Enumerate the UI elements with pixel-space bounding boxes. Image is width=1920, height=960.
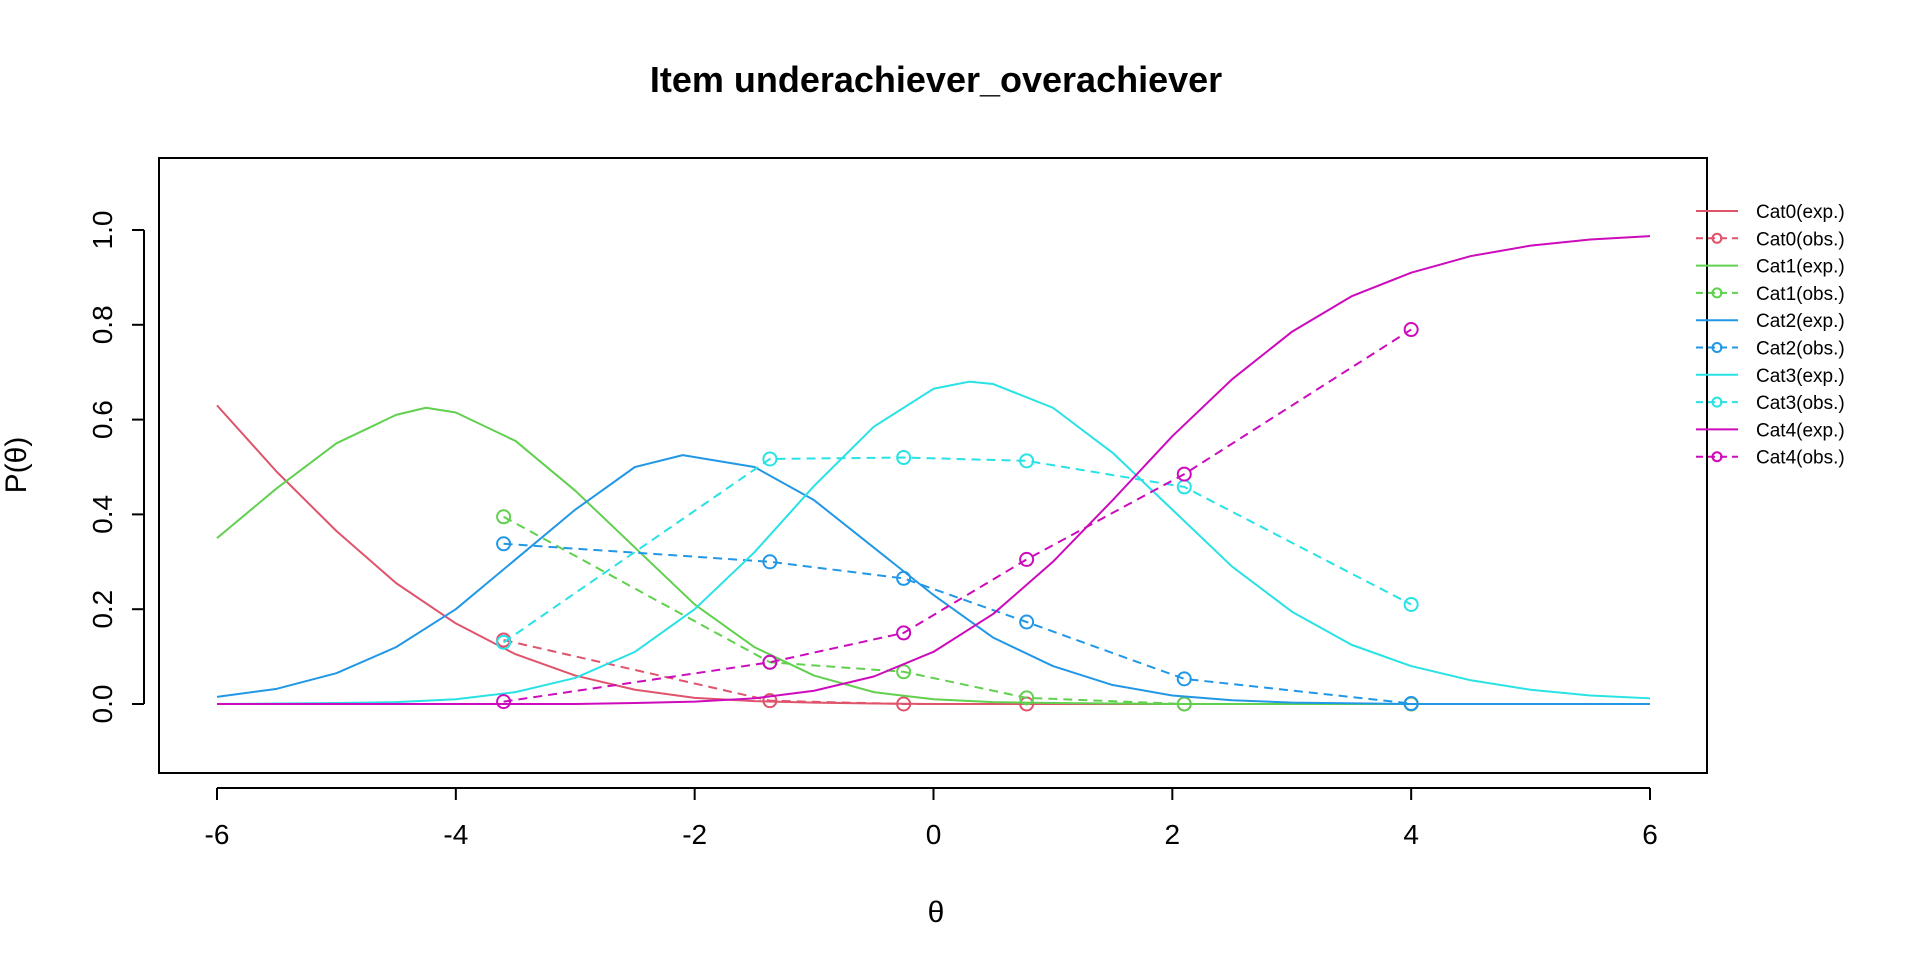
legend-marker [1711,396,1723,408]
plot-frame [158,157,1708,774]
series-line [216,404,1650,705]
x-tick-label: 4 [1403,819,1419,850]
data-point [762,451,778,467]
data-point [1403,696,1419,712]
series-cat0-obs [496,632,1419,712]
legend-item: Cat1(obs.) [1696,284,1845,305]
legend-item: Cat2(obs.) [1696,339,1845,360]
data-point [1019,453,1035,469]
data-point [496,536,512,552]
data-point [762,554,778,570]
data-point [896,625,912,641]
series-cat2-exp [216,454,1650,705]
series-cat3-obs [496,450,1419,650]
y-tick-label: 0.4 [87,495,118,534]
data-point [1019,551,1035,567]
series-cat3-exp [216,380,1651,705]
data-point [496,509,512,525]
legend-label: Cat1(obs.) [1756,284,1845,305]
series-line [503,542,1412,705]
y-tick-label: 0.6 [87,400,118,439]
x-tick-label: -2 [682,819,707,850]
series-line [217,235,1651,705]
legend-item: Cat3(obs.) [1696,393,1845,414]
data-point [1176,696,1192,712]
x-tick-label: 2 [1165,819,1181,850]
data-point [1019,614,1035,630]
data-point [896,664,912,680]
series-line [216,454,1650,705]
legend-label: Cat2(obs.) [1756,339,1845,360]
legend-label: Cat0(obs.) [1756,229,1845,250]
x-tick-label: -4 [443,819,468,850]
y-tick-label: 0.2 [87,590,118,629]
legend-item: Cat0(exp.) [1696,202,1845,223]
data-point [762,693,778,709]
y-axis: 0.0 0.2 0.4 0.6 0.8 1.0 [87,211,145,724]
series-cat1-exp [216,406,1650,705]
legend-label: Cat4(exp.) [1756,420,1845,441]
legend-label: Cat1(exp.) [1756,257,1845,278]
series-line [216,406,1650,705]
legend: Cat0(exp.) Cat0(obs.) Cat1(exp.) Cat1(obs.)… [1696,202,1845,469]
series-line [503,328,1412,703]
x-axis-label: θ [928,896,945,929]
x-axis: -6 -4 -2 0 2 4 6 [205,787,1658,850]
legend-marker [1711,287,1723,299]
y-tick-label: 0.8 [87,305,118,344]
series-line [503,515,1412,705]
data-point [896,450,912,466]
legend-label: Cat0(exp.) [1756,202,1845,223]
series-cat4-exp [217,235,1651,705]
legend-item: Cat0(obs.) [1696,229,1845,250]
legend-label: Cat3(obs.) [1756,393,1845,414]
data-point [496,634,512,650]
data-point [762,654,778,670]
y-tick-label: 0.0 [87,685,118,724]
series-cat4-obs [496,322,1419,710]
series-line [216,380,1651,705]
data-point [1403,322,1419,338]
legend-item: Cat4(exp.) [1696,420,1845,441]
y-tick-label: 1.0 [87,211,118,250]
legend-label: Cat2(exp.) [1756,311,1845,332]
data-point [1176,466,1192,482]
x-tick-label: -6 [205,819,230,850]
data-point [1403,596,1419,612]
legend-item: Cat1(exp.) [1696,257,1845,278]
series-cat0-exp [216,404,1650,705]
legend-label: Cat4(obs.) [1756,448,1845,469]
x-tick-label: 0 [926,819,942,850]
legend-item: Cat4(obs.) [1696,448,1845,469]
data-point [496,694,512,710]
legend-marker [1711,342,1723,353]
legend-marker [1711,451,1723,463]
plot-area [216,235,1651,712]
series-line [503,456,1412,644]
data-point [896,570,912,586]
legend-item: Cat2(exp.) [1696,311,1845,332]
series-cat2-obs [496,536,1419,712]
y-axis-label: P(θ) [0,437,33,494]
series-cat1-obs [496,509,1419,712]
chart-title: Item underachiever_overachiever [650,59,1222,100]
legend-item: Cat3(exp.) [1696,366,1845,387]
x-tick-label: 6 [1642,819,1658,850]
data-point [1019,690,1035,706]
data-point [896,696,912,712]
data-point [1176,671,1192,687]
legend-marker [1711,232,1723,244]
legend-label: Cat3(exp.) [1756,366,1845,387]
